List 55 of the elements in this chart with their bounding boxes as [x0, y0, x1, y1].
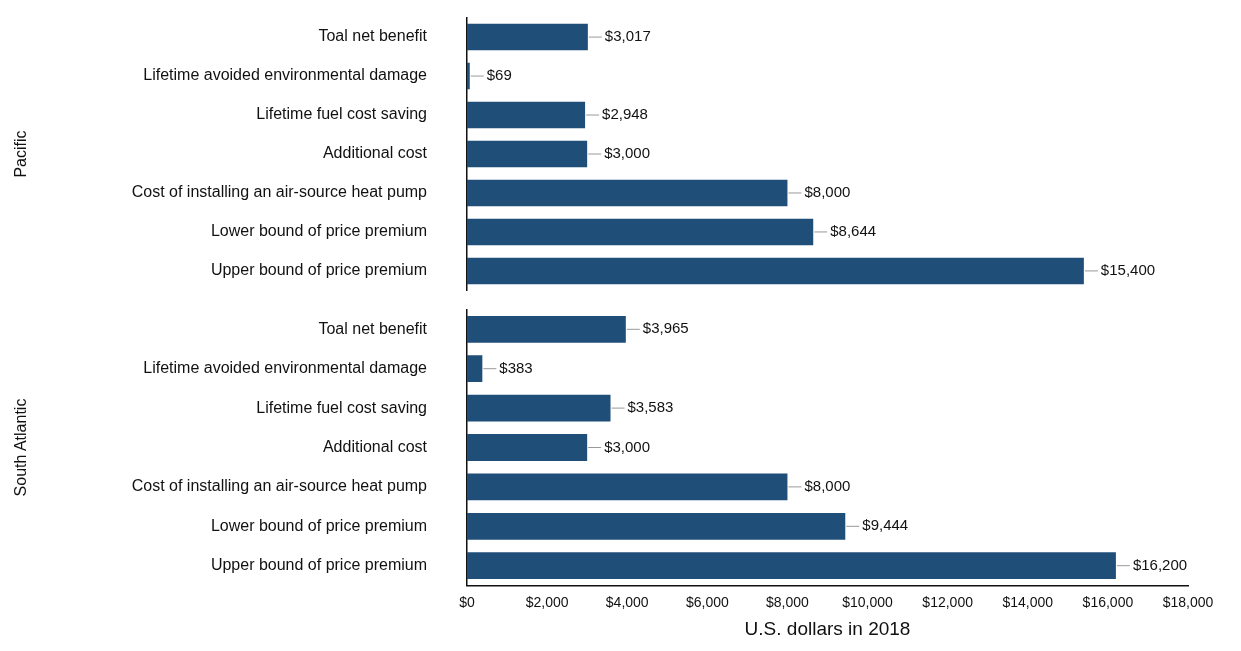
bar — [467, 394, 611, 422]
y-tick-label: Cost of installing an air-source heat pump — [131, 183, 428, 201]
bar — [467, 473, 788, 501]
data-label: $383 — [499, 358, 533, 376]
x-tick-label: $0 — [459, 593, 475, 610]
bar — [467, 23, 588, 51]
data-label: $69 — [486, 66, 512, 84]
data-label: $3,965 — [642, 319, 689, 337]
data-label: $3,000 — [604, 437, 651, 455]
x-tick-label: $16,000 — [1082, 593, 1134, 610]
data-label: $3,583 — [627, 398, 674, 416]
bar — [467, 218, 814, 246]
data-label: $2,948 — [602, 105, 648, 123]
y-tick-label: Upper bound of price premium — [210, 261, 427, 279]
data-label: $8,000 — [804, 477, 851, 495]
x-tick-label: $14,000 — [1002, 593, 1054, 610]
data-label: $8,000 — [804, 183, 851, 201]
y-tick-label: Lifetime avoided environmental damage — [143, 66, 428, 84]
y-axis-title: South Atlantic — [12, 398, 30, 497]
y-tick-label: Additional cost — [322, 144, 428, 162]
bar — [467, 62, 470, 90]
x-tick-label: $10,000 — [842, 593, 894, 610]
x-tick-label: $18,000 — [1162, 593, 1214, 610]
data-label: $3,017 — [604, 27, 651, 45]
bar — [467, 434, 588, 461]
y-tick-label: Additional cost — [322, 437, 428, 455]
y-tick-label: Upper bound of price premium — [210, 556, 427, 574]
y-tick-label: Lifetime fuel cost saving — [256, 398, 427, 416]
data-label: $9,444 — [862, 516, 909, 534]
y-tick-label: Lifetime avoided environmental damage — [143, 359, 428, 377]
data-label: $15,400 — [1100, 261, 1156, 279]
bar — [467, 315, 626, 343]
bar — [467, 355, 483, 383]
y-axis-title: Pacific — [12, 130, 30, 178]
y-tick-label: Toal net benefit — [318, 319, 428, 337]
data-label: $3,000 — [604, 144, 651, 162]
y-tick-label: Cost of installing an air-source heat pump — [131, 477, 428, 495]
bar — [467, 101, 586, 129]
x-tick-label: $8,000 — [766, 593, 810, 610]
data-label: $16,200 — [1132, 555, 1188, 573]
x-tick-label: $12,000 — [922, 593, 974, 610]
bar — [467, 512, 846, 540]
y-tick-label: Lifetime fuel cost saving — [256, 105, 427, 123]
y-tick-label: Toal net benefit — [318, 27, 428, 45]
bar — [467, 140, 588, 168]
x-axis-title: U.S. dollars in 2018 — [744, 617, 911, 639]
x-tick-label: $4,000 — [605, 593, 649, 610]
data-label: $8,644 — [830, 222, 877, 240]
bar — [467, 552, 1116, 580]
x-tick-label: $2,000 — [525, 593, 569, 610]
bar — [467, 257, 1084, 285]
y-tick-label: Lower bound of price premium — [210, 222, 427, 240]
x-tick-label: $6,000 — [685, 593, 729, 610]
y-tick-label: Lower bound of price premium — [210, 516, 427, 534]
bar — [467, 179, 788, 207]
